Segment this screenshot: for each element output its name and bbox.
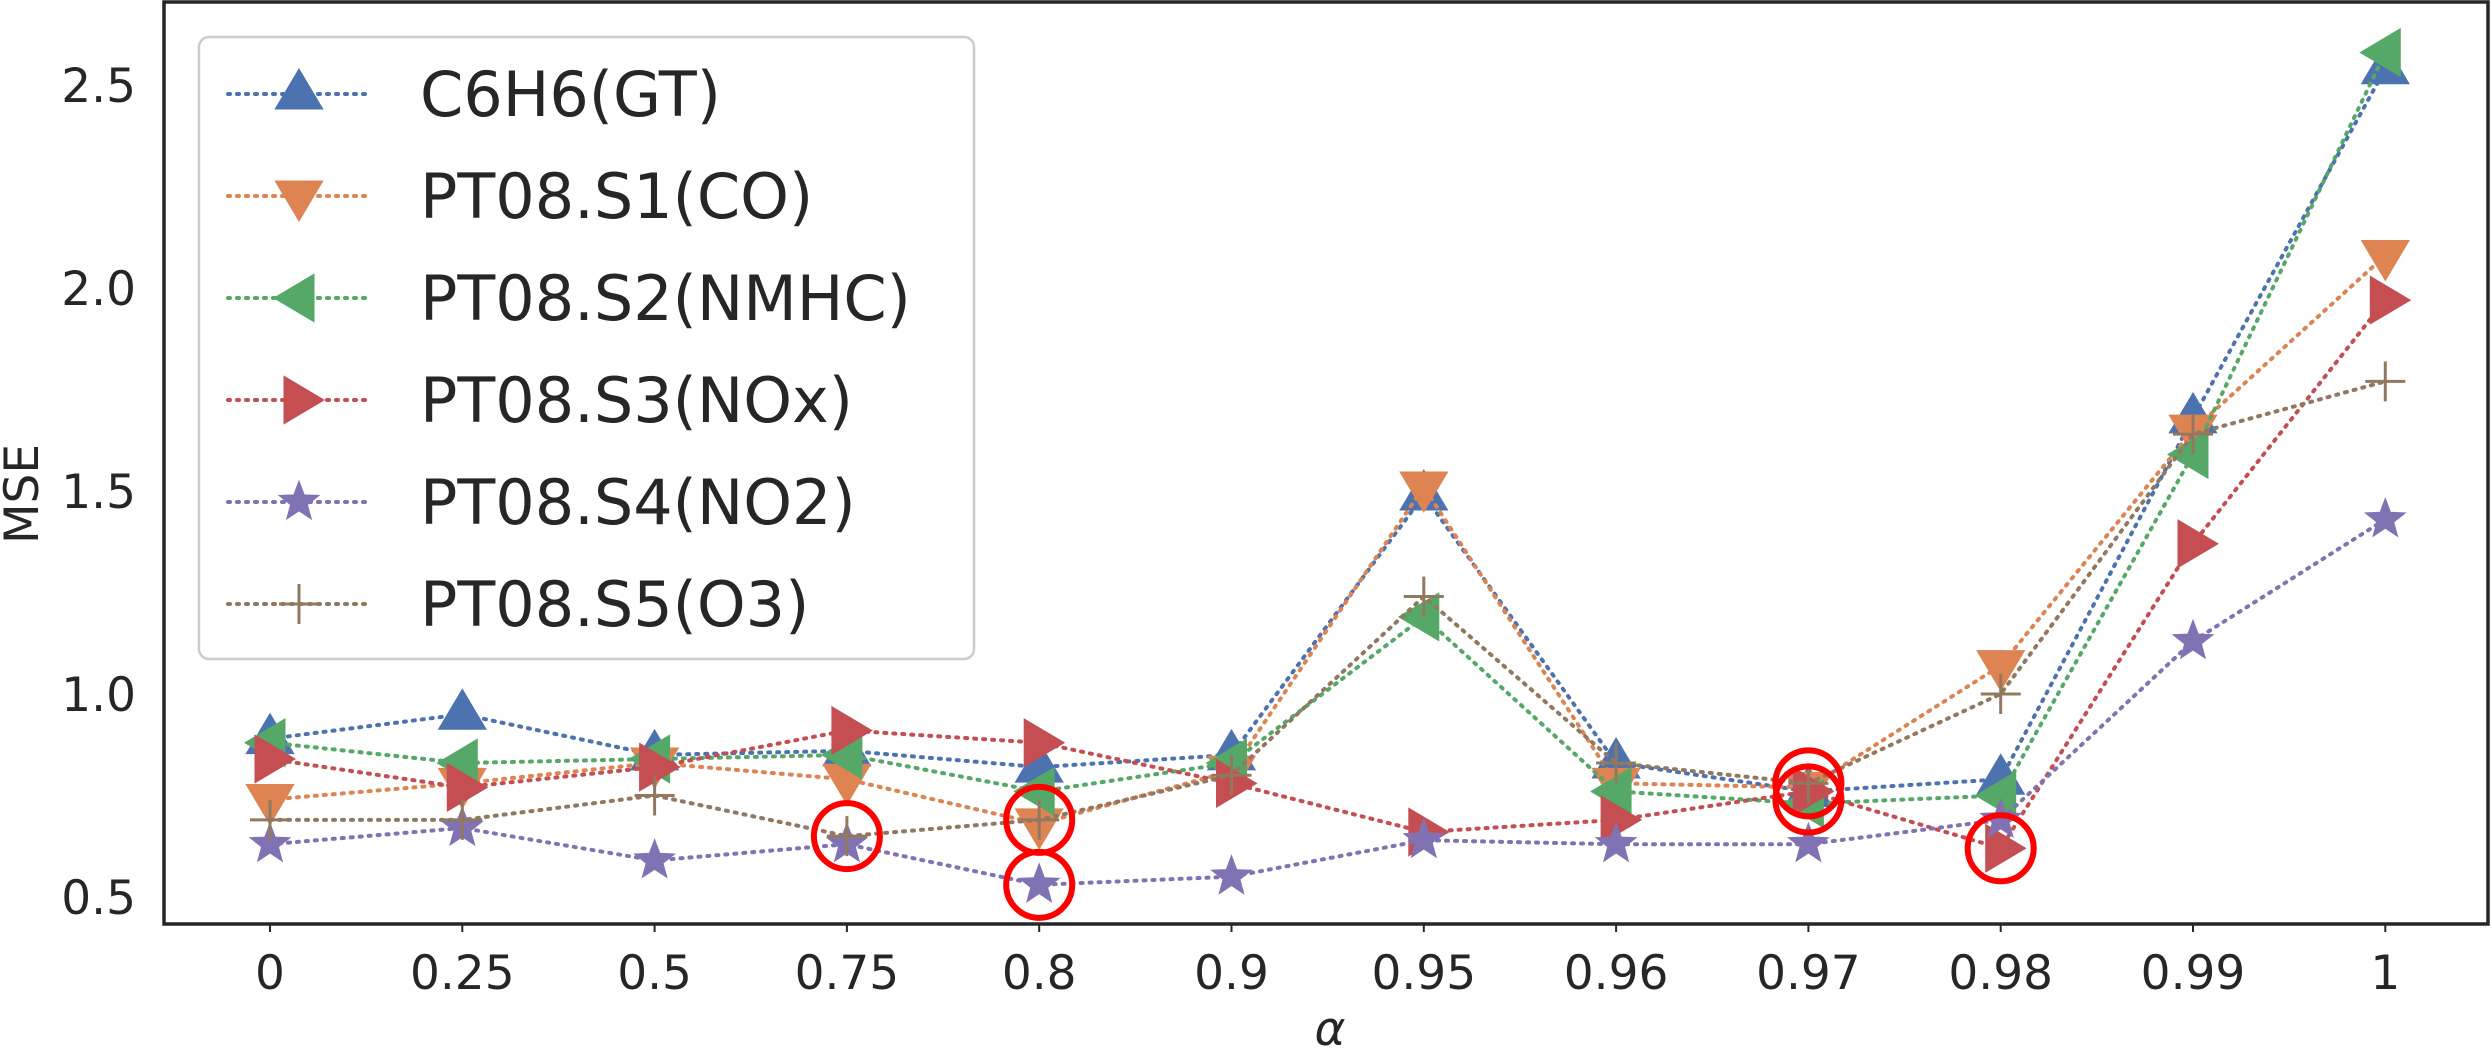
data-point <box>2360 240 2410 282</box>
data-point <box>1792 766 1835 817</box>
data-point <box>1976 650 2026 692</box>
annotation-layer <box>810 747 2037 921</box>
data-point <box>442 799 483 840</box>
legend-item-pt08-s5-o3: PT08.S5(O3) <box>226 568 809 641</box>
legend-marker <box>274 180 324 222</box>
y-tick-label: 1.5 <box>61 465 136 520</box>
data-point <box>1403 576 1444 617</box>
data-point <box>1985 823 2027 873</box>
data-point <box>248 821 292 863</box>
highlight-circle <box>810 800 883 873</box>
y-tick-label: 2.0 <box>61 262 136 317</box>
x-tick-label: 0.9 <box>1194 946 1269 1001</box>
data-point <box>1397 592 1440 642</box>
data-point <box>1019 799 1060 840</box>
legend-item-pt08-s1-co: PT08.S1(CO) <box>226 160 813 233</box>
series-layer <box>244 27 2412 903</box>
legend-label: PT08.S3(NOx) <box>420 364 853 437</box>
legend-label: C6H6(GT) <box>420 58 721 131</box>
data-point <box>2177 519 2219 569</box>
data-point <box>1600 795 1643 845</box>
data-point <box>2359 27 2401 78</box>
data-point <box>1402 817 1446 859</box>
highlight-circle <box>1772 763 1845 836</box>
data-point <box>2173 414 2213 455</box>
data-point <box>1023 718 1066 768</box>
y-tick-label: 1.0 <box>61 668 136 723</box>
data-point <box>1980 674 2021 714</box>
legend-label: PT08.S1(CO) <box>420 160 813 233</box>
x-tick-label: 0.96 <box>1564 946 1669 1001</box>
legend-marker <box>277 479 321 521</box>
x-tick-label: 0.99 <box>2141 946 2246 1001</box>
legend-marker <box>273 273 315 323</box>
data-point <box>2369 275 2412 325</box>
data-point <box>1399 471 1449 513</box>
highlight-circle <box>1964 812 2037 885</box>
x-tick-label: 0.8 <box>1002 946 1077 1001</box>
data-point <box>1788 763 1829 804</box>
data-point <box>1596 743 1637 784</box>
data-point <box>1974 770 2017 821</box>
legend-item-pt08-s3-nox: PT08.S3(NOx) <box>226 364 853 437</box>
data-point <box>1017 862 1061 903</box>
legend-label: PT08.S4(NO2) <box>420 466 856 539</box>
legend-marker <box>274 68 324 110</box>
data-point <box>2171 618 2215 660</box>
legend-item-pt08-s4-no2: PT08.S4(NO2) <box>226 466 856 539</box>
y-axis-ticks: 0.5 1.0 1.5 2.0 2.5 <box>61 59 136 926</box>
data-point <box>250 799 290 840</box>
data-point <box>446 762 489 813</box>
x-tick-label: 0.95 <box>1371 946 1476 1001</box>
y-axis-label: MSE <box>0 444 50 544</box>
series-line <box>268 50 2388 806</box>
legend-label: PT08.S2(NMHC) <box>420 262 911 335</box>
legend-marker <box>283 375 325 425</box>
x-tick-label: 0.75 <box>795 946 900 1001</box>
x-tick-label: 0.98 <box>1948 946 2053 1001</box>
data-point <box>639 742 681 792</box>
data-point <box>1210 854 1253 895</box>
legend: C6H6(GT) PT08.S1(CO) PT08.S2(NMHC) PT08.S3(… <box>197 35 976 661</box>
x-tick-label: 0.5 <box>617 946 692 1001</box>
legend-marker <box>279 584 319 624</box>
legend-item-pt08-s2-nmhc: PT08.S2(NMHC) <box>226 262 911 335</box>
data-point <box>2363 496 2407 538</box>
y-tick-label: 2.5 <box>61 59 136 114</box>
data-point <box>633 838 676 879</box>
data-point <box>254 734 296 784</box>
series-line <box>268 253 2388 826</box>
data-point <box>634 775 675 816</box>
x-tick-label: 0.25 <box>410 946 515 1001</box>
data-point <box>831 705 873 756</box>
data-point <box>2365 361 2406 402</box>
data-point <box>1594 821 1638 863</box>
data-point <box>1211 755 1252 796</box>
legend-box <box>197 35 976 661</box>
highlight-circle <box>1772 747 1845 820</box>
x-tick-label: 1 <box>2370 946 2400 1001</box>
legend-label: PT08.S5(O3) <box>420 568 809 641</box>
series-line <box>268 379 2388 839</box>
highlight-circle <box>1003 848 1076 921</box>
series-pt08-s5-o3 <box>250 361 2406 857</box>
y-tick-label: 0.5 <box>61 871 136 926</box>
x-tick-label: 0.97 <box>1756 946 1861 1001</box>
x-tick-label: 0 <box>255 946 285 1001</box>
legend-item-c6h6-gt: C6H6(GT) <box>226 58 721 131</box>
x-axis-label: α <box>1315 1002 1346 1055</box>
data-point <box>437 688 487 730</box>
series-line <box>268 298 2388 851</box>
x-axis-ticks: 0 0.25 0.5 0.75 0.8 0.9 0.95 0.96 0.97 0.98 0.99 1 <box>255 924 2400 1001</box>
data-point <box>1787 821 1830 863</box>
data-point <box>826 816 867 857</box>
